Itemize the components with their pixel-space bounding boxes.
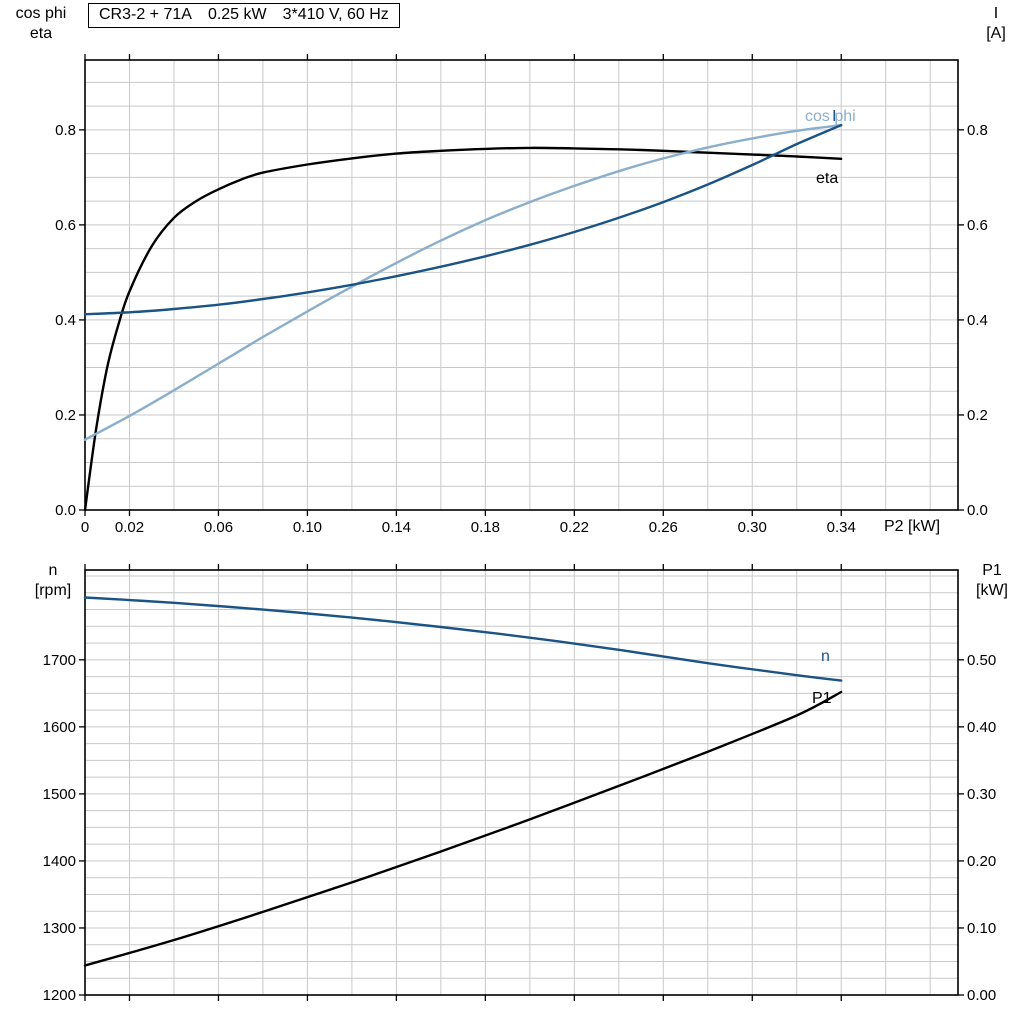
cos-phi-curve-label: cos phi	[805, 108, 856, 125]
svg-text:0.22: 0.22	[560, 519, 589, 536]
tick-marks	[79, 54, 964, 516]
plot-frame	[84, 569, 959, 996]
svg-text:1300: 1300	[43, 920, 76, 937]
svg-text:0.8: 0.8	[55, 122, 76, 139]
svg-text:1200: 1200	[43, 987, 76, 1004]
svg-text:0.0: 0.0	[967, 502, 988, 519]
eta-curve-label: eta	[816, 170, 839, 187]
cos-phi-axis-label: cos phi	[15, 5, 67, 22]
speed-unit-label: [rpm]	[34, 582, 72, 599]
top-right-axis-title: I [A]	[972, 4, 1020, 44]
p1-curve-label: P1	[812, 690, 832, 707]
p1-unit-label: [kW]	[976, 582, 1008, 599]
eta-axis-label: eta	[29, 25, 53, 42]
svg-text:0.26: 0.26	[649, 519, 678, 536]
svg-text:0.20: 0.20	[967, 853, 996, 870]
current-axis-label: I	[993, 5, 999, 22]
svg-text:0.34: 0.34	[827, 519, 856, 536]
p1-curve	[83, 690, 843, 967]
eta-curve	[83, 146, 843, 512]
svg-text:0.14: 0.14	[382, 519, 411, 536]
plot-frame	[84, 59, 959, 511]
svg-text:1500: 1500	[43, 786, 76, 803]
svg-text:1400: 1400	[43, 853, 76, 870]
svg-text:0.6: 0.6	[55, 217, 76, 234]
svg-text:0.2: 0.2	[55, 407, 76, 424]
svg-text:0.02: 0.02	[115, 519, 144, 536]
current-curve-label: I	[832, 108, 837, 125]
svg-text:0.50: 0.50	[967, 652, 996, 669]
bottom-right-axis-title: P1 [kW]	[964, 561, 1020, 601]
voltage-frequency: 3*410 V, 60 Hz	[282, 6, 389, 23]
tick-labels: 1200 1300 1400 1500 1600 1700 0.00 0.10 0.20 0.30…	[43, 652, 997, 1004]
gridlines	[85, 60, 958, 510]
top-left-axis-title: cos phi eta	[4, 4, 78, 44]
cos-phi-curve	[83, 123, 843, 441]
svg-text:0.0: 0.0	[55, 502, 76, 519]
svg-text:0.00: 0.00	[967, 987, 996, 1004]
speed-axis-label: n	[48, 562, 58, 579]
svg-text:0.8: 0.8	[967, 122, 988, 139]
motor-power: 0.25 kW	[207, 6, 267, 23]
bottom-left-axis-title: n [rpm]	[24, 561, 82, 601]
svg-text:0.6: 0.6	[967, 217, 988, 234]
gridlines	[85, 570, 958, 995]
tick-marks	[79, 564, 964, 1001]
svg-text:0.06: 0.06	[204, 519, 233, 536]
svg-text:0: 0	[81, 519, 89, 536]
svg-text:0.40: 0.40	[967, 719, 996, 736]
current-unit-label: [A]	[986, 25, 1006, 42]
svg-text:0.30: 0.30	[738, 519, 767, 536]
pump-model: CR3-2 + 71A	[99, 6, 192, 23]
svg-text:1700: 1700	[43, 652, 76, 669]
chart-title-box: CR3-2 + 71A 0.25 kW 3*410 V, 60 Hz	[88, 3, 400, 28]
svg-text:1600: 1600	[43, 719, 76, 736]
svg-text:0.30: 0.30	[967, 786, 996, 803]
chart-panel-1: 1200 1300 1400 1500 1600 1700 0.00 0.10 0.20 0.30…	[43, 564, 997, 1004]
tick-labels: 0 0.02 0.06 0.10 0.14 0.18 0.22 0.26 0.30 0.34 0.0…	[55, 122, 988, 536]
svg-text:0.4: 0.4	[967, 312, 988, 329]
chart-panel-0: 0 0.02 0.06 0.10 0.14 0.18 0.22 0.26 0.30 0.34 0.0…	[55, 54, 988, 536]
svg-text:0.18: 0.18	[471, 519, 500, 536]
p1-axis-label: P1	[982, 562, 1002, 579]
svg-text:0.4: 0.4	[55, 312, 76, 329]
n-curve	[83, 596, 843, 682]
x-axis-title: P2 [kW]	[884, 518, 941, 535]
speed-curve-label: n	[821, 648, 830, 665]
svg-text:0.10: 0.10	[293, 519, 322, 536]
svg-text:0.2: 0.2	[967, 407, 988, 424]
svg-text:0.10: 0.10	[967, 920, 996, 937]
i-curve	[83, 123, 843, 316]
